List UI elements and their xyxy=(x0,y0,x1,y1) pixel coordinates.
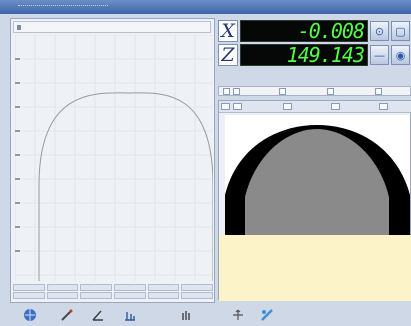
arrows-icon[interactable] xyxy=(230,307,246,323)
play-icon[interactable] xyxy=(221,103,230,110)
graph-ticks xyxy=(15,58,20,252)
target-icon[interactable]: ◉ xyxy=(391,45,410,65)
profile-header xyxy=(219,101,411,113)
x-axis-label: X xyxy=(218,20,238,42)
page-icon[interactable] xyxy=(379,103,388,110)
toolbar-grip-icon[interactable] xyxy=(17,25,21,30)
graph-panel xyxy=(10,18,215,303)
z-readout: 149.143 xyxy=(240,44,368,66)
minus-icon[interactable]: — xyxy=(370,45,389,65)
profile-panel xyxy=(218,100,411,301)
view-icon[interactable] xyxy=(223,88,230,95)
profile-graph[interactable] xyxy=(15,35,213,281)
page-icon[interactable]: ▢ xyxy=(391,21,410,41)
page-icon[interactable] xyxy=(283,103,292,110)
view-icon[interactable] xyxy=(279,88,286,95)
profile-curve xyxy=(38,92,213,281)
info-panel xyxy=(219,235,411,301)
measure-icon[interactable] xyxy=(122,307,138,323)
pen-icon[interactable] xyxy=(58,307,74,323)
title-bar xyxy=(0,0,411,14)
tool-icon[interactable] xyxy=(259,307,275,323)
page-icon[interactable] xyxy=(331,103,340,110)
view-icon[interactable] xyxy=(233,88,240,95)
dro-x-row: X -0.008 ⊙ ▢ xyxy=(218,20,411,42)
title-dots xyxy=(18,5,108,8)
x-readout: -0.008 xyxy=(240,20,368,42)
profile-inner-shape xyxy=(245,129,389,261)
z-axis-label: Z xyxy=(218,44,238,66)
hand-icon[interactable] xyxy=(178,307,194,323)
angle-icon[interactable] xyxy=(90,307,106,323)
graph-status xyxy=(13,284,214,300)
zoom-icon[interactable]: ⊙ xyxy=(370,21,389,41)
page-icon[interactable] xyxy=(233,103,242,110)
globe-icon[interactable] xyxy=(22,307,38,323)
bottom-toolbar xyxy=(0,303,411,326)
view-icon[interactable] xyxy=(327,88,334,95)
dro-z-row: Z 149.143 — ◉ xyxy=(218,44,411,66)
graph-grid xyxy=(15,35,213,281)
graph-toolbar xyxy=(13,21,211,33)
view-icon[interactable] xyxy=(375,88,382,95)
view-toolbar xyxy=(218,86,411,96)
